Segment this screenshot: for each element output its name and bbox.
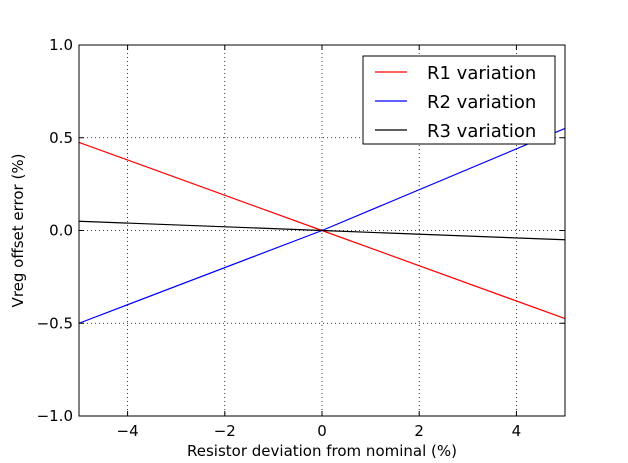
legend: R1 variation R2 variation R3 variation [362, 55, 556, 145]
series-lines [78, 127, 566, 324]
y-axis-label: Vreg offset error (%) [9, 154, 27, 308]
legend-box [362, 55, 556, 145]
x-tick-label: 0 [317, 422, 327, 440]
y-tick-label: 0.5 [49, 129, 73, 147]
x-tick-label: 2 [414, 422, 424, 440]
axis-ticks: −4 −2 0 2 4 −1.0 −0.5 0.0 0.5 1.0 [37, 36, 565, 440]
x-axis-label: Resistor deviation from nominal (%) [187, 442, 457, 460]
x-tick-label: −2 [214, 422, 236, 440]
legend-label: R3 variation [427, 121, 536, 142]
y-tick-label: 0.0 [49, 222, 73, 240]
y-tick-label: −1.0 [37, 407, 73, 425]
y-tick-label: 1.0 [49, 36, 73, 54]
legend-label: R2 variation [427, 92, 536, 113]
x-tick-label: 4 [512, 422, 522, 440]
legend-label: R1 variation [427, 63, 536, 84]
x-tick-label: −4 [117, 422, 139, 440]
y-tick-label: −0.5 [37, 314, 73, 332]
series-line-3 [78, 220, 566, 241]
